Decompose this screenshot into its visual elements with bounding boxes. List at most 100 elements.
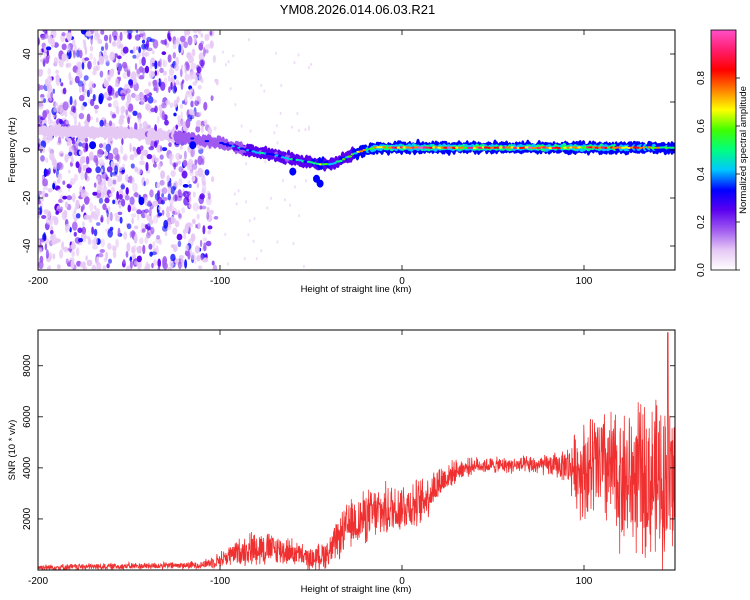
spectrogram-noise-blob <box>253 217 256 221</box>
spectrogram-noise-blob <box>168 153 174 161</box>
spectrogram-track-core <box>600 146 606 149</box>
spectrogram-noise-blob <box>137 117 142 123</box>
spectrogram-noise-blob <box>93 236 98 245</box>
spectrogram-noise-blob <box>148 219 154 225</box>
spectrogram-noise-blob <box>153 141 158 148</box>
spectrogram-noise-blob <box>203 119 208 125</box>
spectrogram-noise-blob <box>62 101 69 111</box>
spectrogram-track-core <box>353 152 358 155</box>
spectrogram-track-core <box>493 146 497 149</box>
spectrogram-noise-blob <box>213 216 219 220</box>
spectrogram-noise-blob <box>100 238 105 248</box>
colorbar-frame <box>710 29 737 271</box>
spectrogram-noise-blob <box>42 110 48 119</box>
spectrogram-noise-blob <box>182 159 188 167</box>
spectrogram-noise-blob <box>270 196 272 200</box>
spectrogram-noise-blob <box>85 155 90 165</box>
spectrogram-noise-blob <box>75 161 80 169</box>
spectrogram-noise-blob <box>85 255 88 261</box>
spectrogram-noise-blob <box>207 225 213 230</box>
spectrogram-noise-blob <box>65 63 71 69</box>
spectrogram-track-core <box>554 146 559 149</box>
spectrogram-noise-blob <box>135 46 140 51</box>
spectrogram-noise-blob <box>66 195 73 201</box>
spectrogram-noise-blob <box>112 199 116 205</box>
spectrogram-noise-blob <box>188 204 192 208</box>
spectrogram-noise-blob <box>161 193 165 198</box>
colorbar-ticks: 0.0 0.2 0.4 0.6 0.8 <box>696 71 740 277</box>
spectrogram-noise-blob <box>206 196 212 206</box>
snr-y-ticks: 2000 4000 6000 8000 <box>22 354 675 530</box>
spectrogram-noise-blob <box>177 240 182 248</box>
spectrogram-noise-blob <box>39 69 44 74</box>
spectrogram-noise-blob <box>108 34 112 44</box>
spectrogram-noise-blob <box>42 30 47 33</box>
spectrogram-noise-blob <box>129 142 132 153</box>
spectrogram-noise-blob <box>108 69 115 78</box>
spectrogram-noise-blob <box>273 131 276 135</box>
spectrogram-noise-blob <box>93 57 97 66</box>
spectrogram-noise-blob <box>162 197 168 201</box>
page-title: YM08.2026.014.06.03.R21 <box>279 2 436 17</box>
spectrogram-noise-blob <box>192 30 198 34</box>
spectrogram-noise-blob <box>156 190 161 200</box>
spectrogram-noise-blob <box>111 245 116 251</box>
spectrogram-noise-blob <box>111 113 117 119</box>
spectrogram-track-core <box>624 146 629 149</box>
spectrogram-noise-blob <box>86 259 93 267</box>
snr-series-line <box>38 332 675 570</box>
spectrogram-noise-blob <box>103 50 107 57</box>
spectrogram-noise-blob <box>141 52 145 57</box>
spectrogram-track-core <box>409 146 413 150</box>
spectrogram-noise-blob <box>118 166 123 172</box>
spectrogram-noise-blob <box>293 61 296 65</box>
spectrogram-x-tick-label: -100 <box>210 276 230 287</box>
spectrogram-noise-blob <box>122 259 126 265</box>
spectrogram-noise-blob <box>189 170 194 176</box>
spectrogram-noise-blob <box>178 213 182 219</box>
spectrogram-noise-blob <box>204 169 210 176</box>
spectrogram-noise-blob <box>68 151 73 157</box>
spectrogram-noise-blob <box>229 87 232 91</box>
spectrogram-noise-blob <box>68 169 71 174</box>
spectrogram-noise-blob <box>108 103 112 108</box>
spectrogram-noise-blob <box>38 138 41 144</box>
spectrogram-noise-blob <box>127 204 132 213</box>
spectrogram-noise-blob <box>109 51 115 61</box>
spectrogram-noise-blob <box>96 262 102 270</box>
spectrogram-noise-blob <box>200 124 204 134</box>
spectrogram-noise-blob <box>189 88 194 93</box>
spectrogram-noise-blob <box>192 191 196 198</box>
spectrogram-noise-blob <box>304 179 307 183</box>
spectrogram-noise-blob <box>180 145 183 150</box>
spectrogram-noise-blob <box>198 194 204 205</box>
spectrogram-noise-blob <box>40 34 46 41</box>
spectrogram-noise-blob <box>82 221 85 228</box>
spectrogram-noise-blob <box>53 216 59 226</box>
spectrogram-noise-blob <box>51 156 56 166</box>
spectrogram-noise-blob <box>224 63 227 67</box>
spectrogram-noise-blob <box>122 155 128 161</box>
spectrogram-noise-blob <box>73 231 77 237</box>
spectrogram-noise-blob <box>144 65 150 74</box>
spectrogram-noise-blob <box>90 36 93 46</box>
spectrogram-noise-blob <box>181 170 188 179</box>
spectrogram-track-core <box>365 148 369 151</box>
spectrogram-noise-blob <box>63 246 67 252</box>
spectrogram-noise-blob <box>58 59 64 68</box>
spectrogram-noise-blob <box>204 33 210 41</box>
spectrogram-noise-blob <box>45 249 49 259</box>
spectrogram-noise-blob <box>76 61 82 68</box>
spectrogram-noise-blob <box>136 255 142 263</box>
spectrogram-noise-blob <box>140 149 147 156</box>
spectrogram-noise-blob <box>118 172 123 182</box>
spectrogram-noise-blob <box>212 55 216 63</box>
spectrogram-noise-blob <box>93 228 98 237</box>
spectrogram-noise-blob <box>56 118 62 126</box>
spectrogram-noise-blob <box>116 190 119 200</box>
spectrogram-noise-blob <box>175 79 180 86</box>
spectrogram-noise-blob <box>132 54 137 59</box>
spectrogram-y-tick-label: -40 <box>22 238 33 253</box>
spectrogram-noise-blob <box>103 34 109 42</box>
spectrogram-noise-blob <box>161 187 168 195</box>
